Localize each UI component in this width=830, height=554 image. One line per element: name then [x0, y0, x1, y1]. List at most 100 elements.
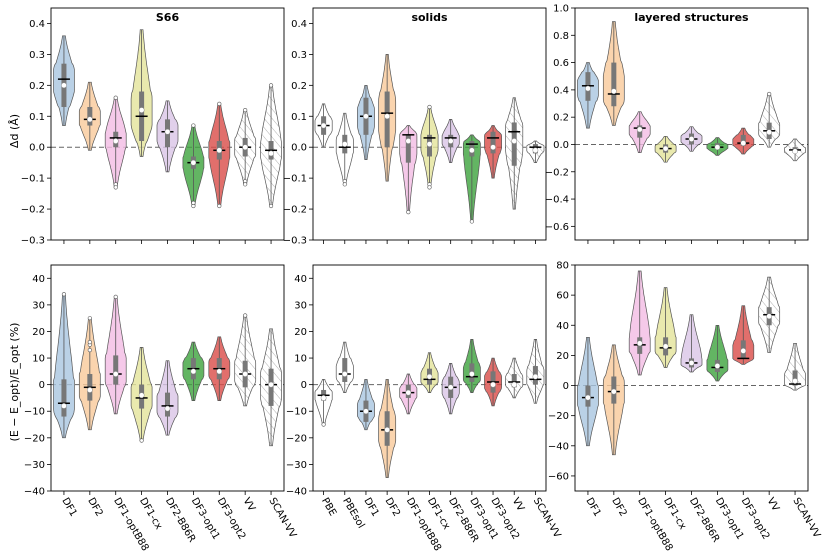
outlier-s66_dd-DF1-optB88-2	[113, 95, 118, 100]
mean-point-layered_e-VV	[766, 313, 773, 320]
ytick-label-s66_dd-0: −0.3	[21, 236, 45, 247]
ytick-label-layered_dd-7: 0.8	[553, 31, 569, 42]
ytick-label-solids_e-1: −30	[286, 460, 307, 471]
ytick-label-s66_e-5: 10	[32, 354, 45, 365]
iqr-box-s66_dd-DF2	[87, 106, 93, 126]
axes-frame-layered_e	[574, 264, 809, 492]
iqr-box-solids_dd-DF3-opt2	[490, 131, 496, 154]
outlier-s66_e-DF1-cx-0	[139, 438, 144, 443]
outlier-solids_e-PBE-0	[321, 422, 326, 427]
mean-point-solids_dd-DF1-optB88	[405, 138, 412, 144]
chart-solids_dd: solids −0.3 −0.2 −0.1 0.0 0.1 0.2 0.3 0.4	[283, 7, 547, 247]
ytick-label-layered_e-6: 60	[556, 291, 569, 302]
mean-point-s66_e-SCAN-VV	[268, 381, 274, 388]
outlier-solids_dd-DF1-cx-2	[427, 104, 432, 110]
ytick-label-solids_e-8: 40	[294, 274, 307, 285]
mean-point-layered_dd-DF2	[610, 88, 617, 95]
xtick-label-layered_e-VV: VV	[765, 496, 781, 513]
outlier-s66_dd-SCAN-VV-0	[268, 203, 274, 209]
mean-point-layered_e-DF3-opt1	[714, 363, 721, 369]
ytick-label-s66_e-4: 0	[39, 380, 45, 391]
xtick-label-layered_e-DF2: DF2	[609, 496, 628, 519]
mean-point-layered_dd-DF2-B86R	[688, 136, 695, 142]
chart-layered_e: DF1 DF2 DF1-optB88DF1-cxDF2-B86RDF3-opt1DF…	[548, 261, 822, 554]
ytick-label-s66_e-8: 40	[32, 274, 45, 285]
mean-point-s66_dd-DF3-opt2	[216, 147, 223, 154]
ytick-label-s66_e-6: 20	[32, 327, 45, 338]
mean-point-solids_e-DF3-opt2	[490, 381, 496, 388]
outlier-solids_dd-DF1-optB88-0	[406, 210, 411, 215]
ytick-label-layered_e-2: −20	[548, 411, 569, 422]
xtick-label-s66_e-DF2: DF2	[85, 496, 104, 519]
mean-point-s66_dd-DF2-B86R	[164, 128, 171, 135]
ytick-label-layered_dd-1: −0.4	[545, 195, 569, 206]
ytick-label-solids_e-7: 30	[294, 300, 307, 311]
mean-point-layered_e-DF2	[610, 388, 617, 395]
mean-point-layered_dd-DF1-optB88	[636, 126, 643, 133]
ytick-label-layered_dd-8: 1.0	[553, 4, 569, 15]
mean-point-layered_dd-DF1	[585, 85, 591, 92]
ytick-label-solids_dd-3: 0.0	[291, 143, 307, 154]
mean-point-solids_dd-VV	[511, 138, 518, 144]
ytick-label-solids_dd-2: −0.1	[283, 174, 307, 185]
ytick-label-s66_e-3: −10	[24, 407, 45, 418]
ytick-label-solids_dd-0: −0.3	[283, 236, 307, 247]
mean-point-layered_dd-DF3-opt2	[740, 140, 747, 146]
xtick-label-layered_e-DF1-cx: DF1-cx	[661, 496, 688, 532]
mean-point-s66_dd-DF1	[61, 82, 67, 89]
outlier-s66_e-DF2-2	[87, 340, 92, 345]
mean-point-s66_dd-DF3-opt1	[190, 159, 197, 166]
outlier-s66_e-VV-0	[243, 313, 248, 318]
ytick-label-solids_dd-1: −0.2	[283, 205, 307, 216]
mean-point-layered_e-DF1-optB88	[636, 340, 643, 347]
xtick-label-solids_e-DF1: DF1	[361, 496, 380, 519]
mean-point-solids_e-DF1	[363, 408, 369, 415]
iqr-box-solids_e-PBEsol	[342, 358, 348, 382]
chart-title-solids_dd: solids	[411, 11, 448, 24]
mean-point-s66_e-DF1	[61, 403, 67, 409]
ytick-label-s66_e-0: −40	[24, 487, 45, 498]
chart-s66_e: DF1 DF2 DF1-optB88DF1-cxDF2-B86RDF3-opt1DF…	[24, 264, 298, 553]
mean-point-layered_dd-VV	[766, 129, 773, 136]
mean-point-solids_dd-DF3-opt2	[490, 144, 496, 151]
mean-point-solids_e-SCAN-VV	[532, 373, 539, 380]
mean-point-layered_dd-DF1-cx	[662, 145, 669, 152]
chart-title-layered_dd: layered structures	[634, 11, 749, 24]
outlier-s66_dd-DF1-optB88-1	[113, 185, 118, 190]
ytick-label-solids_e-0: −40	[286, 487, 307, 498]
mean-point-s66_dd-VV	[242, 144, 249, 151]
mean-point-solids_e-PBEsol	[341, 371, 348, 377]
outlier-s66_dd-SCAN-VV-1	[268, 83, 274, 88]
mean-point-solids_dd-PBE	[320, 122, 327, 129]
chart-s66_dd: S66 −0.3 −0.2 −0.1 0.0 0.1 0.2 0.3 0.4	[21, 7, 285, 247]
ytick-label-s66_dd-5: 0.2	[29, 81, 45, 92]
xtick-label-layered_e-DF1: DF1	[583, 496, 602, 519]
xtick-label-s66_e-DF1: DF1	[59, 496, 78, 519]
ytick-label-solids_e-6: 20	[294, 327, 307, 338]
mean-point-layered_e-SCAN-VV	[792, 378, 798, 384]
xtick-label-s66_e-VV: VV	[241, 496, 257, 513]
mean-point-solids_e-DF1-optB88	[405, 389, 412, 396]
mean-point-solids_e-DF2-B86R	[447, 384, 454, 391]
mean-point-solids_e-VV	[511, 381, 518, 388]
ytick-label-s66_dd-7: 0.4	[29, 19, 45, 30]
ytick-label-layered_dd-5: 0.4	[553, 85, 569, 96]
axes-frame-layered_dd	[574, 7, 809, 241]
ytick-label-solids_e-3: −10	[286, 407, 307, 418]
mean-point-s66_e-DF1-optB88	[112, 371, 119, 377]
outlier-layered_dd-VV-0	[767, 91, 772, 97]
chart-title-s66_dd: S66	[156, 11, 180, 24]
outlier-solids_dd-DF1-cx-1	[427, 185, 432, 190]
ytick-label-solids_dd-6: 0.3	[291, 50, 307, 61]
axes-frame-s66_dd	[50, 7, 285, 241]
mean-point-s66_dd-DF1-optB88	[112, 138, 119, 144]
mean-point-solids_dd-DF2-B86R	[447, 138, 454, 144]
xtick-label-solids_e-PBE: PBE	[319, 496, 338, 518]
mean-point-s66_e-VV	[242, 371, 249, 377]
iqr-box-s66_e-DF2-B86R	[165, 392, 170, 417]
chart-layered_dd: layered structures −0.6 −0.4 −0.2 0.0 0.2 0.4 0…	[545, 4, 809, 244]
outlier-s66_dd-DF3-opt2-0	[217, 203, 222, 209]
iqr-box-layered_e-SCAN-VV	[792, 370, 798, 386]
